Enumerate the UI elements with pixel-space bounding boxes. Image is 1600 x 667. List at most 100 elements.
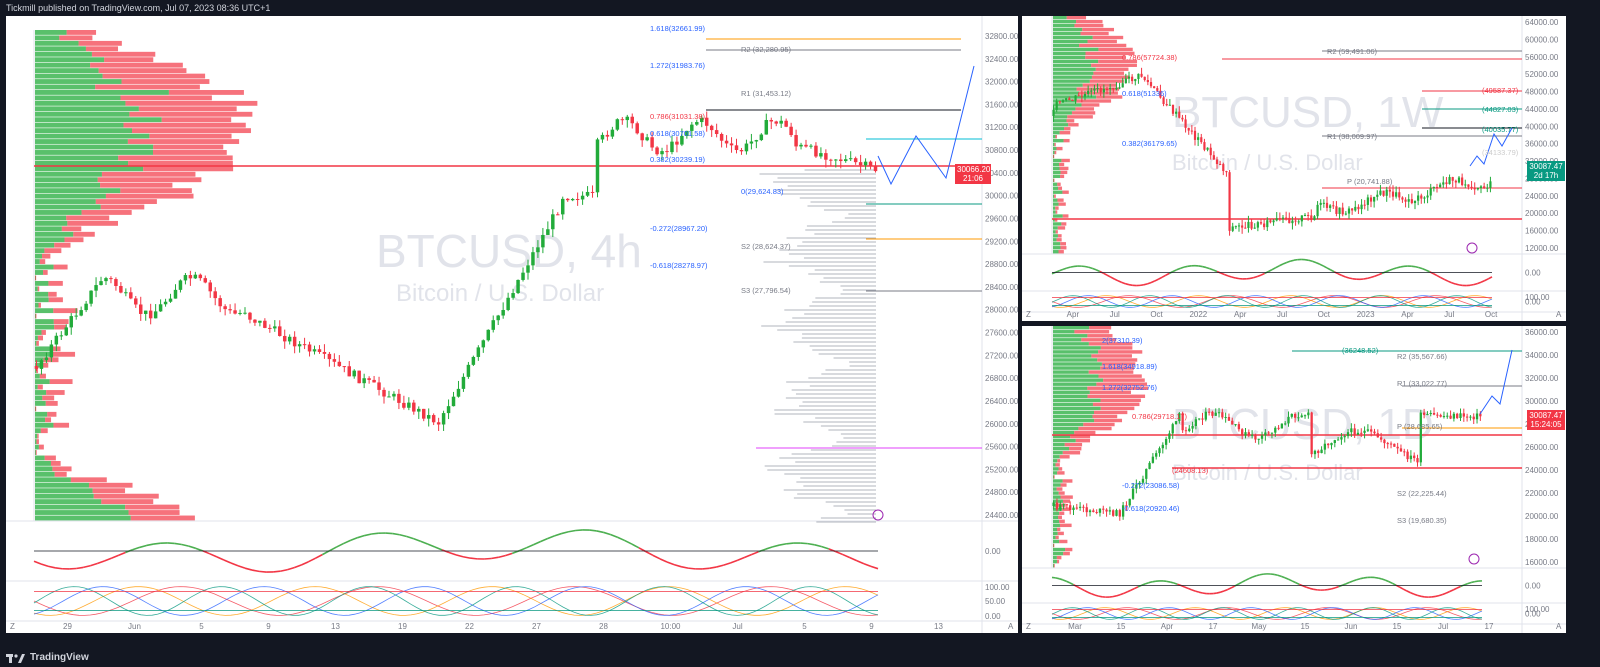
vp-sell-bar [46, 390, 65, 395]
rsi-segment [1154, 278, 1159, 282]
rsi-segment [132, 546, 140, 551]
price-tick-label: 48000.00 [1525, 88, 1559, 97]
candle-body [243, 312, 247, 314]
vp-sell-bar [95, 199, 157, 204]
vp-buy-bar [1053, 390, 1090, 394]
vp-sell-bar [67, 220, 118, 226]
vp-sell-bar [127, 139, 240, 144]
rsi-segment [617, 536, 626, 542]
vp-buy-bar [1053, 218, 1055, 222]
rsi-segment [673, 563, 682, 568]
vp-buy-bar [35, 106, 139, 112]
vp-sell-bar [1067, 115, 1093, 119]
vp-sell-bar [1053, 543, 1055, 548]
candle-body [1162, 97, 1165, 105]
candle-body [1075, 507, 1078, 509]
fib-level-label: 1.272(31983.76) [650, 61, 706, 70]
candle-body [546, 229, 550, 235]
rsi-segment [1356, 577, 1361, 581]
candle-body [521, 272, 525, 280]
candle-body [1340, 437, 1343, 440]
rsi-segment [835, 550, 844, 556]
candle-body [461, 376, 466, 389]
vp-buy-bar [1053, 55, 1086, 60]
candle-body [1320, 449, 1323, 454]
vp-sell-bar [1056, 555, 1062, 560]
vp-sell-bar [1057, 198, 1064, 202]
candle-body [1168, 433, 1171, 439]
candle-body [79, 310, 83, 316]
rsi-segment [202, 550, 211, 555]
weekly-chart-panel[interactable]: BTCUSD, 1W Bitcoin / U.S. Dollar 64000.0… [1022, 16, 1566, 321]
candle-body [431, 415, 436, 423]
candle-body [1118, 510, 1121, 517]
candle-body [64, 327, 69, 336]
candle-body [1211, 411, 1214, 416]
candle-body [1225, 171, 1228, 173]
candle-body [1432, 186, 1435, 189]
vp-sell-bar [1062, 190, 1069, 194]
fib-level-label: 1.272(32752.76) [1102, 383, 1158, 392]
rsi-segment [1449, 589, 1454, 593]
vp-buy-bar [1053, 374, 1099, 378]
candle-body [561, 198, 565, 215]
rsi-segment [1249, 276, 1254, 280]
vp-sell-bar [1063, 551, 1070, 556]
candle-body [1069, 505, 1072, 510]
candle-body [1135, 484, 1138, 489]
candle-body [1413, 455, 1416, 459]
candle-body [367, 378, 371, 380]
rsi-segment [54, 567, 63, 570]
vp-sell-bar [1062, 507, 1071, 511]
candle-body [287, 336, 292, 342]
vp-sell-bar [1059, 539, 1068, 544]
rsi-segment [1455, 283, 1460, 286]
vp-sell-bar [1089, 79, 1124, 83]
rsi-segment [786, 542, 794, 545]
candle-body [402, 402, 406, 408]
vp-sell-bar [1087, 39, 1117, 44]
rsi-segment [357, 534, 365, 539]
candle-body [575, 198, 580, 200]
daily-chart-canvas[interactable]: 36000.0034000.0032000.0030000.0028000.00… [1022, 326, 1566, 633]
rsi-segment [863, 562, 872, 568]
left-chart-panel[interactable]: BTCUSD, 4h Bitcoin / U.S. Dollar 32800.0… [6, 16, 1018, 633]
candle-body [749, 141, 754, 144]
vp-buy-bar [35, 193, 106, 199]
rsi-segment [1445, 590, 1451, 594]
candle-body [1272, 220, 1275, 223]
candle-body [620, 119, 625, 121]
candle-body [531, 252, 535, 266]
candle-body [1277, 427, 1280, 429]
rsi-segment [1083, 589, 1089, 593]
candle-body [1395, 192, 1398, 197]
candle-body [74, 315, 78, 317]
vp-sell-bar [1064, 127, 1071, 131]
rsi-segment [1309, 587, 1314, 591]
rsi-segment [1381, 578, 1386, 581]
candle-body [426, 415, 431, 419]
price-tick-label: 30400.00 [985, 169, 1018, 178]
vp-sell-bar [1089, 390, 1132, 394]
rsi-segment [1384, 579, 1390, 583]
rsi-segment [329, 546, 337, 552]
rsi-segment [251, 569, 260, 573]
candle-body [1124, 78, 1127, 84]
vp-sell-bar [1056, 146, 1063, 151]
vp-buy-bar [1053, 242, 1061, 246]
vp-buy-bar [1053, 103, 1082, 107]
candle-body [183, 275, 188, 281]
oscillator-tick-label: 0.00 [985, 612, 1001, 621]
daily-chart-panel[interactable]: BTCUSD, 1D Bitcoin / U.S. Dollar 36000.0… [1022, 326, 1566, 633]
vp-buy-bar [1053, 503, 1058, 507]
vp-buy-bar [35, 177, 98, 183]
vp-sell-bar [54, 324, 67, 330]
vp-buy-bar [1053, 467, 1059, 471]
weekly-chart-canvas[interactable]: 64000.00 60000.00 56000.00 52000.00 48000.00… [1022, 16, 1566, 321]
candle-body [1200, 137, 1203, 143]
candle-body [764, 119, 769, 135]
vp-buy-bar [35, 379, 50, 385]
left-chart-canvas[interactable]: 32800.00 32400.00 32000.00 31600.00 31200.00… [6, 16, 1018, 633]
candle-body [1462, 413, 1465, 417]
rsi-segment [1130, 587, 1135, 591]
